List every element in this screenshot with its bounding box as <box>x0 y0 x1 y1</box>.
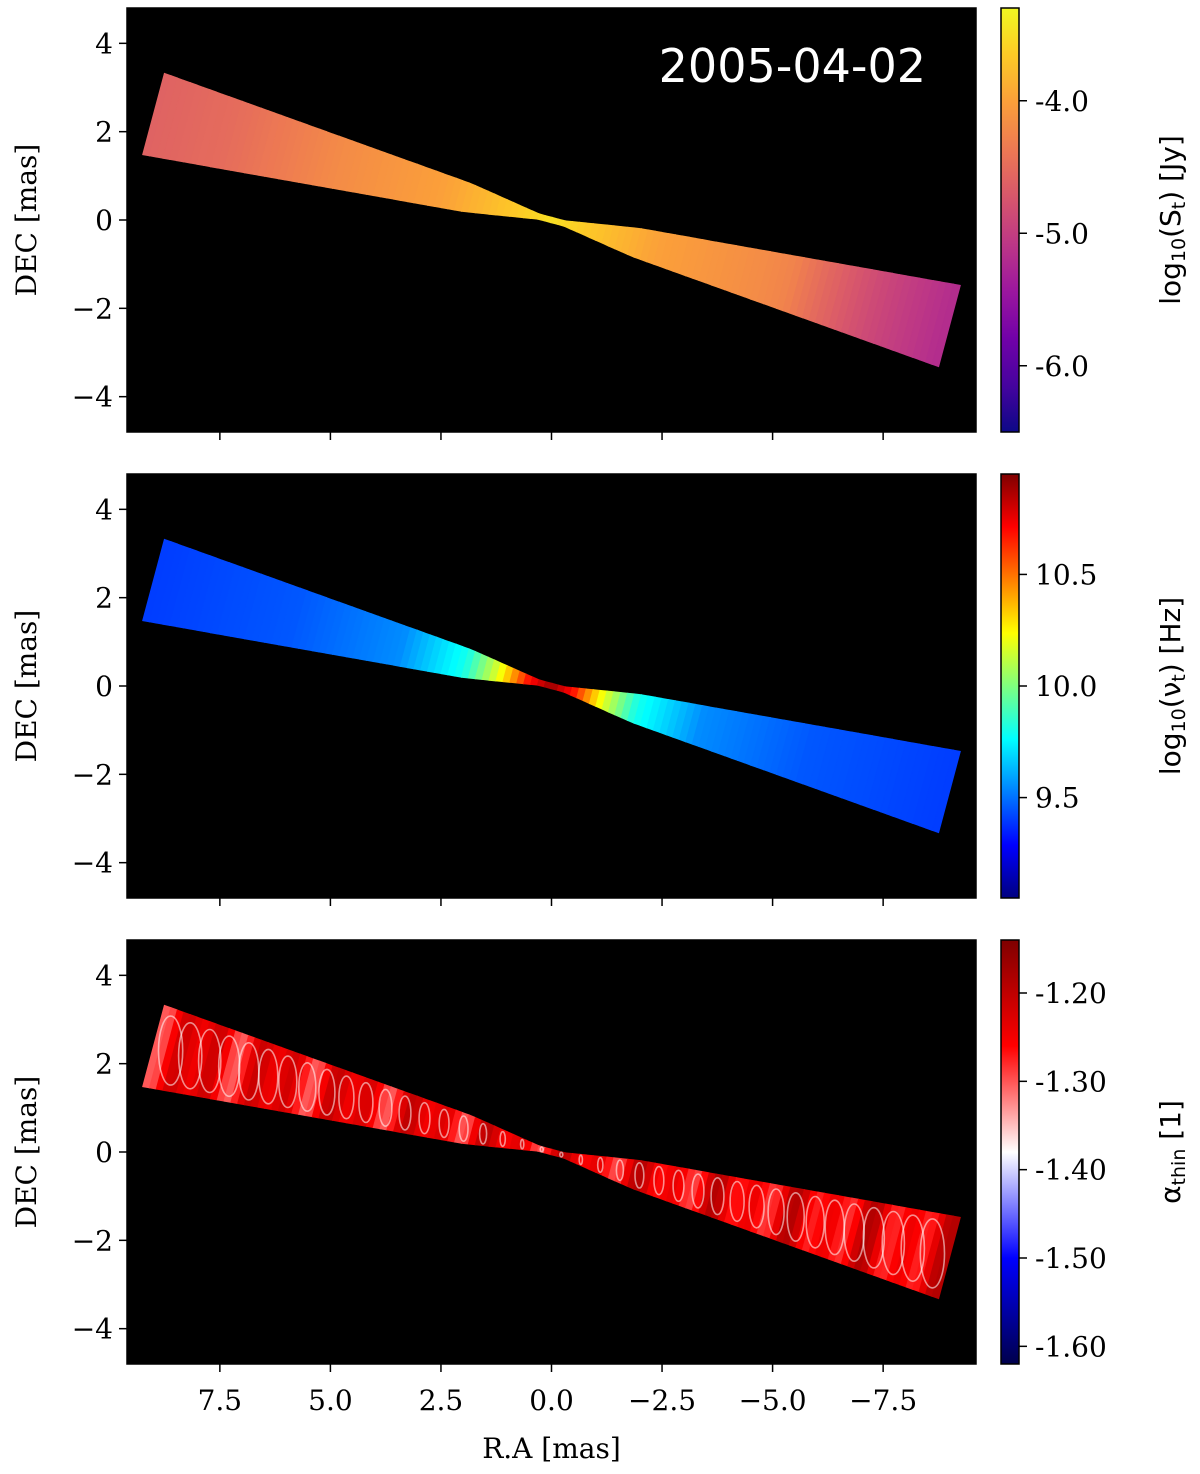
jet-ring <box>805 1195 826 1249</box>
jet-ring <box>729 1180 745 1223</box>
x-axis: 7.5 5.0 2.5 0.0 −2.5 −5.0 −7.5 <box>198 1364 917 1417</box>
jet-ring <box>615 1159 625 1182</box>
y-axis: 4 2 0 −2 −4 <box>72 493 127 880</box>
colorbar-tick-label: -5.0 <box>1035 217 1089 250</box>
jet-ring <box>157 1015 184 1086</box>
x-tick-label: 5.0 <box>308 1384 353 1417</box>
jet-ring <box>596 1156 604 1174</box>
jet-ring <box>338 1075 355 1120</box>
y-tick-label: −4 <box>72 381 113 414</box>
colorbar-tick-label: -1.30 <box>1035 1065 1107 1098</box>
panel-flux: 4 2 0 −2 −4 DEC [mas] 2005-04-02 -4.0 -5.0 -6.… <box>10 7 1190 440</box>
jet-ring <box>418 1101 431 1135</box>
x-tick-label: 0.0 <box>529 1384 574 1417</box>
jet-ring <box>748 1184 765 1229</box>
colorbar-tick-label: -1.40 <box>1035 1154 1107 1187</box>
date-annotation: 2005-04-02 <box>659 39 926 93</box>
jet-ring <box>578 1154 584 1166</box>
jet-ring <box>862 1206 886 1269</box>
jet-ring <box>398 1095 412 1131</box>
colorbar-gradient <box>1000 7 1020 433</box>
jet-ring <box>653 1165 665 1196</box>
colorbar-flux: -4.0 -5.0 -6.0 log10(St) [Jy] <box>1000 7 1190 433</box>
y-tick-label: 2 <box>95 116 113 149</box>
colorbar-spectral-index: -1.20 -1.30 -1.40 -1.50 -1.60 αthin [1] <box>1000 939 1190 1365</box>
y-tick-label: 2 <box>95 582 113 615</box>
colorbar-tick-label: -4.0 <box>1035 85 1089 118</box>
colorbar-tick-label: -6.0 <box>1035 350 1089 383</box>
jet-ring <box>672 1169 685 1203</box>
colorbar-tick-label: -1.20 <box>1035 977 1107 1010</box>
panel-frequency: 4 2 0 −2 −4 DEC [mas] 10.5 10.0 9.5 log10(νt) [… <box>10 473 1190 906</box>
jet-ring <box>438 1108 450 1139</box>
x-axis <box>219 898 884 906</box>
jet-ring <box>881 1210 906 1276</box>
jet-ring <box>539 1146 545 1153</box>
colorbar-gradient <box>1000 939 1020 1365</box>
jet-segment <box>931 749 961 834</box>
x-tick-label: −7.5 <box>849 1384 917 1417</box>
jet-image <box>142 72 961 368</box>
jet-segment <box>931 283 961 368</box>
y-axis: 4 2 0 −2 −4 <box>72 959 127 1346</box>
y-tick-label: −4 <box>72 1313 113 1346</box>
jet-ring <box>257 1048 279 1105</box>
colorbar-tick-label: 10.5 <box>1035 558 1097 591</box>
y-tick-label: 0 <box>95 670 113 703</box>
jet-ring <box>919 1218 946 1289</box>
jet-ring <box>767 1188 785 1236</box>
colorbar-tick-label: -1.60 <box>1035 1330 1107 1363</box>
jet-ring <box>519 1138 525 1150</box>
y-tick-label: −2 <box>72 1224 113 1257</box>
colorbar-tick-label: 9.5 <box>1035 782 1080 815</box>
y-tick-label: 0 <box>95 1136 113 1169</box>
x-tick-label: −2.5 <box>628 1384 696 1417</box>
jet-ring <box>177 1022 203 1090</box>
y-axis-label: DEC [mas] <box>10 610 43 763</box>
jet-ring <box>900 1214 926 1282</box>
y-tick-label: −2 <box>72 758 113 791</box>
colorbar-tick-label: 10.0 <box>1035 670 1097 703</box>
colorbar-gradient <box>1000 473 1020 899</box>
jet-image <box>142 1004 961 1300</box>
y-tick-label: 4 <box>95 27 113 60</box>
jet-segment <box>931 1215 961 1300</box>
jet-ring <box>318 1068 336 1116</box>
colorbar-label: αthin [1] <box>1154 1100 1190 1204</box>
y-tick-label: 2 <box>95 1048 113 1081</box>
jet-ring <box>710 1176 725 1216</box>
colorbar-tick-label: -1.50 <box>1035 1242 1107 1275</box>
y-axis-label: DEC [mas] <box>10 144 43 297</box>
colorbar-frequency: 10.5 10.0 9.5 log10(νt) [Hz] <box>1000 473 1190 899</box>
x-tick-label: −5.0 <box>739 1384 807 1417</box>
x-tick-label: 7.5 <box>198 1384 243 1417</box>
jet-ring <box>478 1122 488 1145</box>
jet-ring <box>786 1192 806 1243</box>
jet-ring <box>277 1055 298 1109</box>
colorbar-label: log10(St) [Jy] <box>1154 135 1190 305</box>
y-tick-label: −2 <box>72 292 113 325</box>
jet-ring <box>378 1088 393 1128</box>
panel-spectral-index: 4 2 0 −2 −4 7.5 5.0 2.5 0.0 −2.5 −5.0 −7.5 DEC [ma… <box>10 939 1190 1465</box>
x-axis <box>219 432 884 440</box>
y-tick-label: −4 <box>72 847 113 880</box>
x-axis-label: R.A [mas] <box>482 1432 621 1465</box>
jet-image <box>142 538 961 834</box>
jet-ring <box>558 1151 564 1158</box>
y-tick-label: 0 <box>95 204 113 237</box>
jet-ring <box>358 1081 374 1124</box>
jet-ring <box>197 1028 222 1094</box>
y-axis: 4 2 0 −2 −4 <box>72 27 127 414</box>
jet-ring <box>634 1162 645 1189</box>
jet-ring <box>499 1130 507 1148</box>
y-tick-label: 4 <box>95 493 113 526</box>
x-tick-label: 2.5 <box>419 1384 464 1417</box>
jet-ring <box>458 1115 469 1143</box>
jet-ring <box>297 1062 317 1113</box>
y-axis-label: DEC [mas] <box>10 1076 43 1229</box>
y-tick-label: 4 <box>95 959 113 992</box>
jet-ring <box>691 1173 705 1209</box>
colorbar-label: log10(νt) [Hz] <box>1154 597 1190 775</box>
